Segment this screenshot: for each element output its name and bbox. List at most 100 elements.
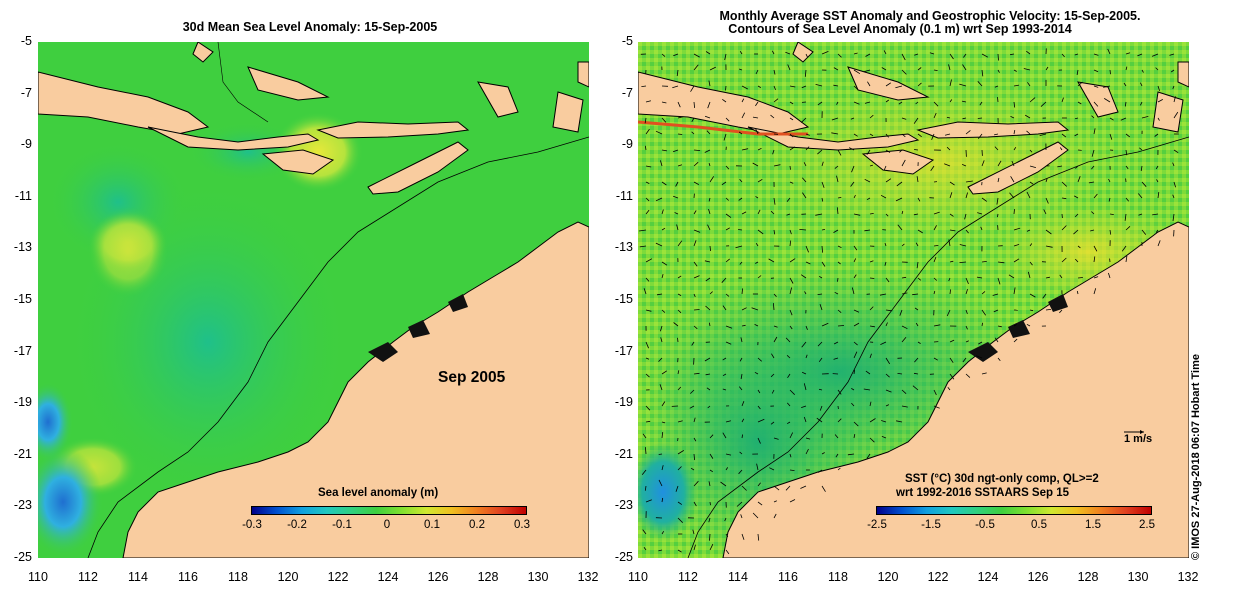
velocity-vector bbox=[1109, 213, 1114, 215]
velocity-vector bbox=[916, 261, 919, 269]
velocity-vector bbox=[965, 277, 969, 285]
left-ytick: -11 bbox=[14, 189, 32, 203]
velocity-vector bbox=[739, 357, 743, 362]
velocity-vector bbox=[837, 309, 842, 314]
right-ytick: -19 bbox=[614, 395, 633, 409]
velocity-vector bbox=[661, 53, 666, 57]
velocity-vector bbox=[1157, 85, 1160, 92]
velocity-vector bbox=[961, 164, 967, 167]
left-xtick: 116 bbox=[178, 570, 198, 584]
velocity-vector bbox=[675, 181, 679, 187]
velocity-vector bbox=[722, 305, 727, 311]
left-ytick: -25 bbox=[13, 550, 32, 564]
velocity-vector bbox=[1156, 179, 1159, 183]
velocity-vector bbox=[735, 245, 743, 249]
velocity-vector bbox=[833, 229, 839, 233]
velocity-vector bbox=[821, 485, 826, 492]
velocity-vector bbox=[789, 117, 794, 121]
velocity-vector bbox=[738, 68, 743, 71]
velocity-vector bbox=[1013, 244, 1020, 247]
right-tick-0: -2.5 bbox=[867, 519, 887, 531]
velocity-vector bbox=[933, 277, 938, 281]
velocity-vector bbox=[1074, 133, 1079, 137]
velocity-vector bbox=[690, 467, 695, 471]
velocity-vector bbox=[1075, 258, 1079, 263]
velocity-vector bbox=[661, 309, 666, 313]
velocity-vector bbox=[643, 547, 647, 551]
left-ytick: -17 bbox=[13, 344, 32, 358]
velocity-vector bbox=[864, 178, 871, 183]
velocity-vector bbox=[853, 194, 856, 199]
velocity-vector bbox=[917, 133, 922, 138]
velocity-vector bbox=[1093, 193, 1098, 199]
velocity-vector bbox=[801, 85, 807, 89]
velocity-vector bbox=[644, 145, 647, 151]
velocity-vector bbox=[752, 512, 759, 519]
velocity-vector bbox=[837, 325, 845, 327]
velocity-vector bbox=[885, 309, 893, 312]
velocity-vector bbox=[817, 341, 823, 347]
velocity-vector bbox=[1074, 213, 1079, 218]
velocity-vector bbox=[897, 224, 903, 231]
velocity-vector bbox=[834, 434, 839, 439]
velocity-vector bbox=[1109, 133, 1113, 140]
velocity-vector bbox=[738, 229, 743, 231]
velocity-vector bbox=[834, 291, 839, 295]
velocity-vector bbox=[741, 148, 749, 151]
left-xtick: 126 bbox=[427, 570, 449, 584]
velocity-vector bbox=[946, 309, 951, 317]
velocity-vector bbox=[1027, 271, 1031, 279]
velocity-vector bbox=[693, 501, 697, 507]
velocity-vector bbox=[724, 517, 727, 522]
velocity-vector bbox=[997, 97, 999, 103]
velocity-vector bbox=[1074, 117, 1079, 120]
velocity-vector bbox=[965, 229, 969, 234]
right-xtick: 130 bbox=[1127, 570, 1149, 584]
velocity-vector bbox=[933, 112, 937, 119]
velocity-vector bbox=[773, 98, 779, 103]
velocity-vector bbox=[773, 437, 779, 440]
velocity-vector bbox=[722, 357, 727, 361]
velocity-vector bbox=[1093, 256, 1096, 263]
velocity-vector bbox=[661, 273, 664, 279]
velocity-vector bbox=[850, 117, 855, 120]
velocity-vector bbox=[741, 98, 745, 103]
velocity-vector bbox=[723, 133, 727, 141]
velocity-vector bbox=[655, 130, 663, 135]
velocity-vector bbox=[931, 133, 935, 140]
velocity-vector bbox=[789, 287, 792, 295]
velocity-vector bbox=[933, 245, 939, 247]
velocity-vector bbox=[895, 197, 903, 202]
velocity-vector bbox=[1124, 101, 1127, 107]
velocity-vector bbox=[819, 303, 823, 311]
velocity-vector bbox=[865, 370, 871, 375]
right-xtick: 114 bbox=[728, 570, 748, 584]
velocity-vector bbox=[853, 69, 861, 75]
velocity-vector bbox=[1073, 229, 1079, 235]
velocity-vector bbox=[672, 85, 679, 89]
left-xtick: 114 bbox=[128, 570, 148, 584]
velocity-vector bbox=[660, 160, 663, 167]
velocity-vector bbox=[655, 197, 663, 202]
velocity-vector bbox=[736, 501, 743, 507]
velocity-vector bbox=[645, 165, 652, 168]
velocity-vector bbox=[708, 517, 711, 523]
velocity-vector bbox=[1026, 323, 1031, 327]
velocity-vector bbox=[863, 388, 871, 391]
velocity-vector bbox=[785, 51, 791, 55]
velocity-vector bbox=[1141, 116, 1149, 119]
velocity-vector bbox=[853, 341, 858, 346]
velocity-vector bbox=[1013, 69, 1017, 72]
right-xtick: 110 bbox=[628, 570, 648, 584]
velocity-vector bbox=[741, 324, 746, 327]
velocity-vector bbox=[769, 467, 775, 471]
velocity-vector bbox=[709, 291, 713, 295]
velocity-vector bbox=[866, 149, 871, 155]
velocity-vector bbox=[869, 277, 875, 279]
velocity-vector bbox=[645, 309, 652, 312]
velocity-vector bbox=[853, 322, 860, 327]
velocity-vector bbox=[1140, 101, 1143, 106]
right-tick-4: 1.5 bbox=[1085, 519, 1101, 531]
velocity-vector bbox=[981, 53, 989, 58]
velocity-vector bbox=[677, 275, 682, 279]
